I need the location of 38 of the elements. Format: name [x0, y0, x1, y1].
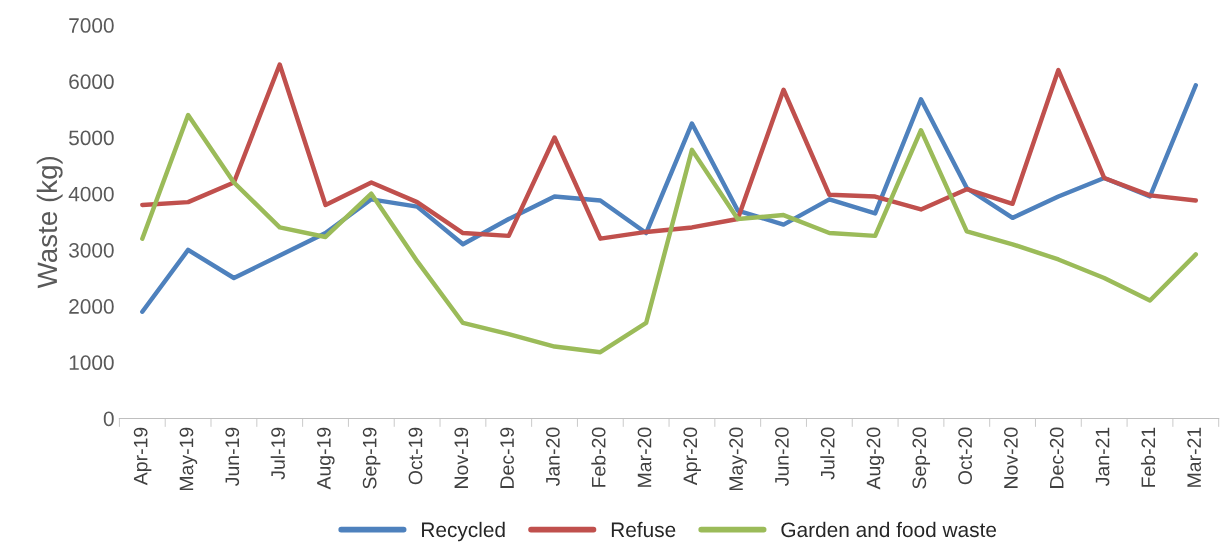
line-series	[140, 112, 1199, 355]
y-tick-label: 3000	[69, 242, 114, 258]
x-tick-label: Mar-20	[637, 427, 652, 487]
y-tick-label: 1000	[69, 355, 114, 371]
y-axis-title: Waste (kg)	[36, 156, 63, 289]
x-tick-label: Jun-19	[225, 427, 240, 486]
x-tick-label: Apr-20	[683, 427, 702, 486]
x-tick-label: Jun-20	[775, 427, 789, 486]
x-tick-label: Apr-19	[133, 427, 152, 486]
x-tick-label: May-20	[729, 427, 747, 491]
x-tick-label: Aug-19	[316, 427, 335, 490]
y-tick-label: 7000	[69, 18, 114, 33]
x-tick-label: Nov-19	[454, 427, 469, 488]
x-tick-label: Oct-19	[408, 427, 423, 485]
x-tick-label: Nov-20	[1004, 427, 1018, 488]
x-tick-label: Jul-19	[270, 427, 285, 480]
x-tick-label: Mar-21	[1187, 427, 1202, 487]
y-tick-label: 6000	[69, 74, 114, 90]
x-tick-label: Aug-20	[866, 427, 885, 490]
x-tick-label: Jan-20	[545, 427, 560, 486]
legend-label: Refuse	[611, 521, 676, 538]
line-series	[140, 62, 1199, 241]
x-tick-label: Jul-20	[820, 427, 835, 480]
x-tick-label: May-19	[179, 427, 198, 491]
y-tick-label: 2000	[69, 299, 114, 314]
x-tick-label: Sep-20	[912, 427, 931, 489]
x-tick-label: Feb-21	[1140, 427, 1156, 487]
x-tick-label: Oct-20	[958, 427, 972, 485]
legend-label: Garden and food waste	[781, 521, 997, 538]
y-tick-label: 5000	[69, 130, 114, 146]
x-tick-label: Jan-21	[1095, 427, 1110, 486]
y-tick-label: 0	[103, 411, 114, 427]
x-tick-label: Dec-20	[1049, 427, 1064, 488]
legend-label: Recycled	[422, 521, 505, 542]
x-tick-label: Dec-19	[500, 427, 514, 488]
x-tick-label: Sep-19	[362, 427, 381, 489]
x-tick-label: Feb-20	[591, 427, 606, 487]
y-tick-label: 4000	[68, 186, 114, 202]
